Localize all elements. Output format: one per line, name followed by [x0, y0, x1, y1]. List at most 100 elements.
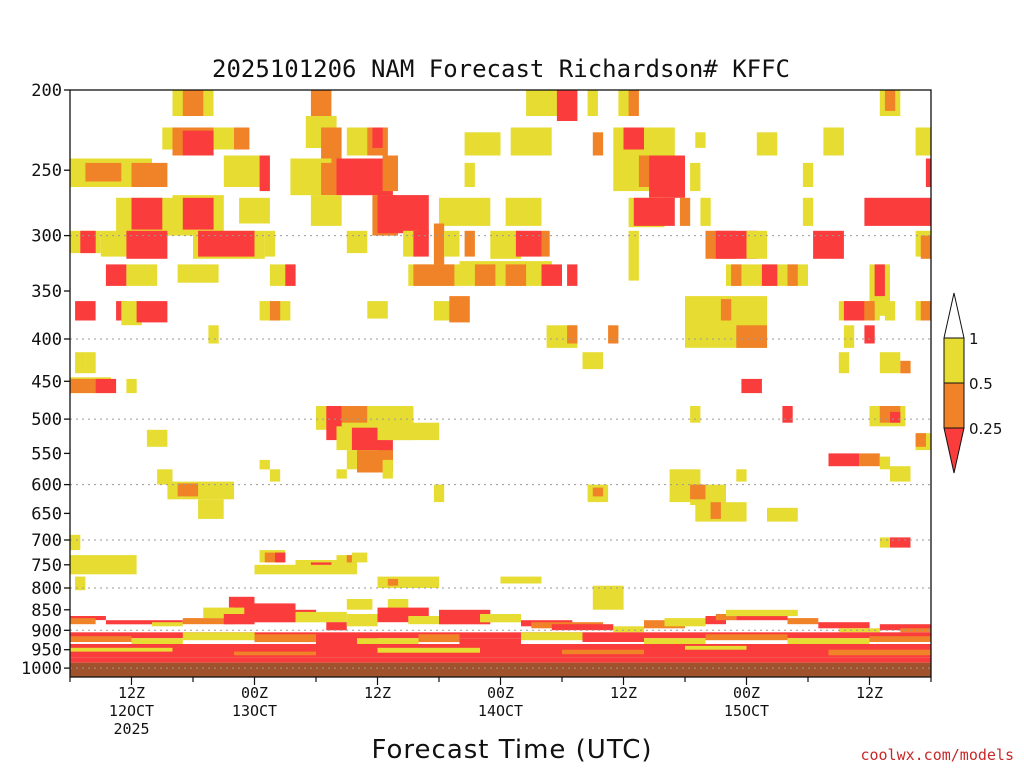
heatmap-cell — [890, 411, 901, 423]
heatmap-cell — [879, 352, 901, 374]
heatmap-cell — [449, 296, 470, 323]
heatmap-cell — [182, 632, 255, 641]
heatmap-cell — [715, 614, 737, 621]
heatmap-cell — [387, 422, 440, 441]
y-tick-label: 400 — [31, 330, 62, 350]
heatmap-cell — [70, 555, 137, 575]
y-tick-label: 350 — [31, 282, 62, 302]
heatmap-cell — [239, 197, 270, 224]
heatmap-cell — [628, 90, 639, 116]
heatmap-cell — [444, 230, 460, 257]
heatmap-cell — [152, 622, 183, 627]
colorbar-label: 0.5 — [969, 375, 993, 393]
heatmap-cell — [813, 230, 844, 259]
heatmap-cell — [346, 230, 368, 254]
heatmap-cell — [285, 264, 296, 286]
heatmap-cell — [433, 223, 445, 276]
heatmap-cell — [131, 197, 163, 230]
heatmap-cell — [208, 325, 219, 344]
y-tick-label: 900 — [31, 621, 62, 641]
heatmap-cell — [182, 90, 204, 116]
heatmap-cell — [551, 624, 614, 631]
heatmap-cell — [623, 127, 644, 150]
heatmap-cell — [787, 638, 870, 644]
heatmap-cell — [608, 325, 619, 344]
heatmap-cell — [223, 155, 265, 187]
heatmap-cell — [736, 469, 747, 482]
heatmap-cell — [567, 264, 578, 286]
heatmap-cell — [695, 502, 747, 522]
heatmap-cell — [413, 264, 455, 286]
heatmap-cell — [541, 264, 562, 286]
plot-frame — [69, 89, 932, 678]
heatmap-cell — [377, 576, 439, 588]
heatmap-cell — [879, 624, 932, 631]
heatmap-cell — [70, 657, 931, 663]
heatmap-cell — [95, 378, 117, 394]
heatmap-cell — [638, 155, 650, 187]
heatmap-cell — [802, 162, 814, 187]
heatmap-cell — [254, 564, 357, 575]
heatmap-cell — [920, 235, 932, 259]
heatmap-cell — [685, 645, 747, 650]
heatmap-cell — [346, 614, 378, 627]
heatmap-cell — [515, 230, 542, 257]
credit-text: coolwx.com/models — [860, 746, 1014, 764]
heatmap-cell — [628, 230, 639, 281]
heatmap-cell — [679, 197, 691, 226]
colorbar-label: 1 — [969, 330, 979, 348]
y-tick-label: 850 — [31, 601, 62, 621]
heatmap-cell — [275, 552, 286, 563]
heatmap-cell — [690, 484, 706, 500]
heatmap-cell — [177, 264, 219, 283]
heatmap-cell — [567, 325, 578, 344]
heatmap-cell — [925, 158, 931, 187]
heatmap-cell — [372, 127, 383, 148]
heatmap-cell — [182, 197, 214, 230]
heatmap-cell — [105, 264, 127, 286]
heatmap-cell — [408, 616, 450, 625]
heatmap-cell — [864, 197, 931, 226]
heatmap-cell — [864, 301, 875, 321]
heatmap-cell — [321, 162, 342, 196]
heatmap-cell — [741, 378, 762, 394]
heatmap-cell — [592, 585, 624, 610]
heatmap-cell — [198, 230, 255, 257]
heatmap-cell — [316, 636, 378, 644]
heatmap-cell — [664, 618, 706, 627]
heatmap-cell — [818, 622, 870, 629]
heatmap-cell — [85, 352, 96, 374]
heatmap-cell — [264, 230, 276, 257]
y-tick-label: 300 — [31, 227, 62, 247]
heatmap-cell — [126, 264, 158, 286]
heatmap-cell — [269, 469, 281, 482]
heatmap-cell — [116, 301, 127, 321]
x-tick-label: 00Z — [487, 684, 514, 702]
heatmap-cell — [70, 644, 931, 658]
heatmap-cell — [228, 596, 255, 608]
x-tick-label: 12OCT — [109, 702, 154, 720]
heatmap-cell — [787, 618, 819, 625]
heatmap-cell — [310, 195, 342, 226]
heatmap-cell — [900, 360, 911, 374]
heatmap-cell — [828, 453, 860, 467]
heatmap-cell — [198, 499, 224, 519]
heatmap-cell — [367, 301, 388, 319]
heatmap-cell — [464, 162, 475, 187]
heatmap-cell — [480, 614, 521, 623]
y-tick-label: 950 — [31, 641, 62, 661]
heatmap-cell — [726, 609, 798, 617]
heatmap-cell — [613, 127, 675, 156]
heatmap-cell — [592, 487, 604, 497]
heatmap-cell — [474, 264, 496, 286]
heatmap-cell — [879, 456, 891, 470]
ground-layer — [70, 662, 931, 677]
y-axis: 200 250 300 350 400 450 500 550 600 650 700 750 8008… — [21, 81, 70, 679]
heatmap-cell — [884, 90, 896, 111]
y-tick-label: 200 — [31, 81, 62, 101]
heatmap-cell — [75, 352, 86, 374]
y-tick-label: 250 — [31, 161, 62, 181]
heatmap-cell — [746, 230, 767, 259]
grid-lines — [70, 235, 931, 669]
